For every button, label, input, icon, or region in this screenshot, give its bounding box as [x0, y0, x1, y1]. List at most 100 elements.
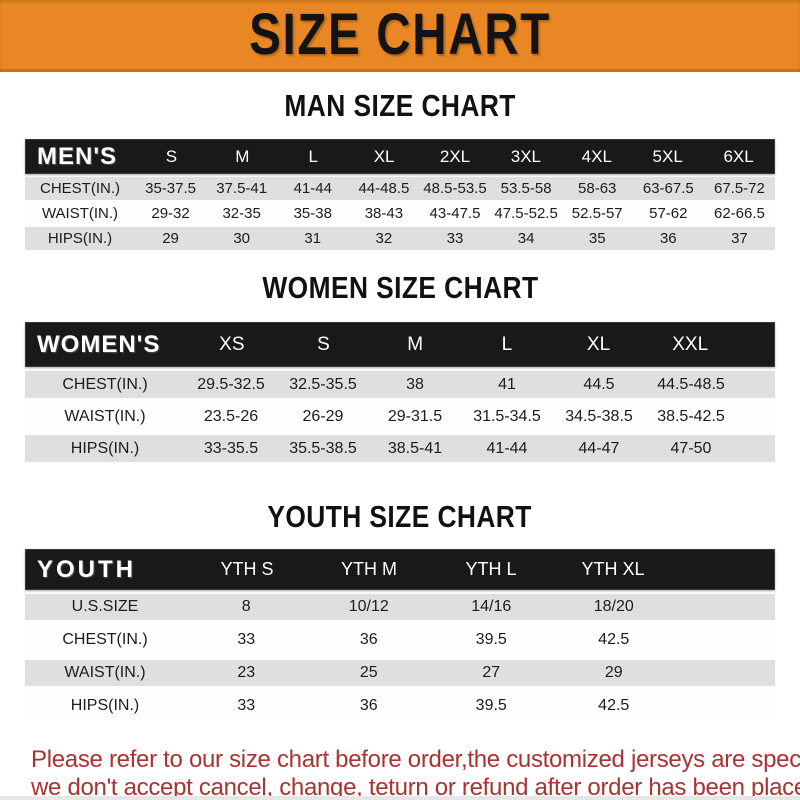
size-value-cell: 36 — [359, 631, 378, 649]
size-value-cell: 36 — [659, 230, 677, 248]
banner: SIZE CHART — [0, 0, 800, 72]
size-column-header: 2XL — [439, 146, 471, 166]
size-column-header: YTH S — [220, 559, 274, 580]
size-value-cell: 57-62 — [649, 205, 688, 223]
footer-line-1: Please refer to our size chart before or… — [31, 746, 800, 774]
size-value-cell: 32.5-35.5 — [289, 375, 357, 393]
size-value-cell: 37.5-41 — [216, 180, 268, 198]
size-value-cell: 33-35.5 — [203, 439, 259, 457]
size-value-cell: 34.5-38.5 — [565, 407, 633, 425]
table-header-label: YOUTH — [37, 555, 136, 583]
size-value-cell: 35-37.5 — [145, 180, 196, 198]
table-header-label: WOMEN'S — [37, 330, 161, 358]
size-value-cell: 63-67.5 — [642, 180, 694, 198]
size-value-cell: 30 — [233, 230, 250, 248]
size-value-cell: 33 — [446, 230, 464, 248]
size-value-cell: 41-44 — [293, 180, 332, 198]
size-column-header: M — [407, 333, 424, 355]
table-header-row: WOMEN'S XS S M L XL XXL — [25, 322, 775, 368]
size-column-header: 6XL — [723, 146, 754, 166]
size-column-header: 4XL — [581, 146, 612, 166]
size-value-cell: 29-31.5 — [387, 407, 443, 425]
size-value-cell: 62-66.5 — [713, 205, 765, 223]
size-value-cell: 38 — [406, 375, 424, 393]
size-value-cell: 32-35 — [222, 205, 261, 223]
men-size-table: MEN'S S M L XL 2XL 3XL 4XL 5XL 6XL CHEST(IN.) 35-37… — [25, 139, 775, 251]
size-value-cell: 27 — [482, 664, 501, 682]
size-value-cell: 31 — [304, 230, 322, 248]
footer-note: Please refer to our size chart before or… — [0, 746, 800, 800]
section-men: MAN SIZE CHART MEN'S S M L XL 2XL 3XL 4XL 5XL 6XL… — [0, 88, 800, 251]
size-column-header: 3XL — [510, 146, 542, 166]
size-column-header: M — [235, 146, 250, 166]
size-value-cell: 53.5-58 — [500, 180, 552, 198]
table-row: U.S.SIZE 8 10/12 14/16 18/20 — [25, 594, 775, 621]
bottom-edge-strip — [0, 796, 800, 800]
section-women: WOMEN SIZE CHART WOMEN'S XS S M L XL XXL CHEST(… — [0, 270, 800, 463]
size-value-cell: 44.5-48.5 — [657, 375, 725, 393]
size-value-cell: 43-47.5 — [429, 205, 481, 223]
section-youth: YOUTH SIZE CHART YOUTH YTH S YTH M YTH L YTH… — [0, 500, 800, 720]
size-value-cell: 58-63 — [578, 180, 617, 198]
size-value-cell: 39.5 — [475, 697, 507, 715]
size-column-header: L — [501, 333, 513, 355]
table-row: WAIST(IN.) 23.5-26 26-29 29-31.5 31.5-34.5 34… — [25, 403, 775, 431]
size-value-cell: 31.5-34.5 — [473, 407, 541, 425]
size-value-cell: 37 — [731, 230, 748, 248]
size-value-cell: 44.5 — [583, 375, 615, 393]
size-column-header: XXL — [672, 333, 709, 355]
youth-size-table: YOUTH YTH S YTH M YTH L YTH XL U.S.SIZE 8 10/12… — [25, 549, 775, 720]
size-value-cell: 41 — [498, 375, 516, 393]
women-title-wrap: WOMEN SIZE CHART — [0, 270, 800, 306]
size-value-cell: 32 — [375, 230, 393, 248]
size-column-header: 5XL — [652, 146, 683, 166]
size-value-cell: 29-32 — [151, 205, 190, 223]
row-label: WAIST(IN.) — [64, 407, 146, 425]
table-row: WAIST(IN.) 23 25 27 29 — [25, 660, 775, 687]
size-value-cell: 33 — [237, 631, 256, 649]
row-label: CHEST(IN.) — [62, 631, 148, 649]
size-value-cell: 23 — [237, 664, 256, 682]
size-value-cell: 29 — [604, 664, 623, 682]
size-value-cell: 18/20 — [593, 598, 634, 616]
size-value-cell: 33 — [237, 697, 256, 715]
table-row: CHEST(IN.) 35-37.5 37.5-41 41-44 44-48.5 48.5… — [25, 177, 775, 201]
size-value-cell: 47.5-52.5 — [494, 205, 558, 223]
size-value-cell: 52.5-57 — [571, 205, 623, 223]
size-value-cell: 8 — [241, 598, 251, 616]
row-label: HIPS(IN.) — [70, 697, 140, 715]
size-value-cell: 42.5 — [598, 631, 630, 649]
size-value-cell: 25 — [359, 664, 378, 682]
men-title-wrap: MAN SIZE CHART — [0, 88, 800, 123]
size-value-cell: 38-43 — [364, 205, 404, 223]
size-value-cell: 38.5-42.5 — [657, 407, 725, 425]
women-section-title: WOMEN SIZE CHART — [261, 270, 539, 306]
table-header-row: MEN'S S M L XL 2XL 3XL 4XL 5XL 6XL — [25, 139, 775, 175]
size-column-header: XL — [586, 333, 611, 355]
size-column-header: S — [317, 333, 330, 355]
row-label: CHEST(IN.) — [62, 375, 148, 393]
size-value-cell: 35-38 — [293, 205, 332, 223]
size-value-cell: 14/16 — [471, 598, 512, 616]
size-column-header: XS — [219, 333, 245, 355]
youth-section-title: YOUTH SIZE CHART — [267, 499, 533, 535]
row-label: WAIST(IN.) — [64, 664, 146, 682]
size-value-cell: 44-47 — [578, 439, 620, 457]
youth-title-wrap: YOUTH SIZE CHART — [0, 500, 800, 534]
row-label: HIPS(IN.) — [70, 439, 140, 457]
size-column-header: S — [165, 146, 178, 166]
size-value-cell: 67.5-72 — [713, 180, 765, 198]
table-header-label: MEN'S — [37, 142, 118, 170]
women-size-table: WOMEN'S XS S M L XL XXL CHEST(IN.) 29.5-32.5 32.5… — [25, 322, 775, 463]
size-value-cell: 48.5-53.5 — [423, 180, 487, 198]
size-value-cell: 44-48.5 — [358, 180, 410, 198]
size-value-cell: 35 — [588, 230, 606, 248]
table-row: CHEST(IN.) 33 36 39.5 42.5 — [25, 627, 775, 654]
size-value-cell: 39.5 — [475, 631, 507, 649]
size-column-header: YTH XL — [581, 559, 645, 580]
size-value-cell: 35.5-38.5 — [289, 439, 357, 457]
size-value-cell: 34 — [517, 230, 535, 248]
size-value-cell: 38.5-41 — [387, 439, 443, 457]
size-value-cell: 10/12 — [348, 598, 389, 616]
